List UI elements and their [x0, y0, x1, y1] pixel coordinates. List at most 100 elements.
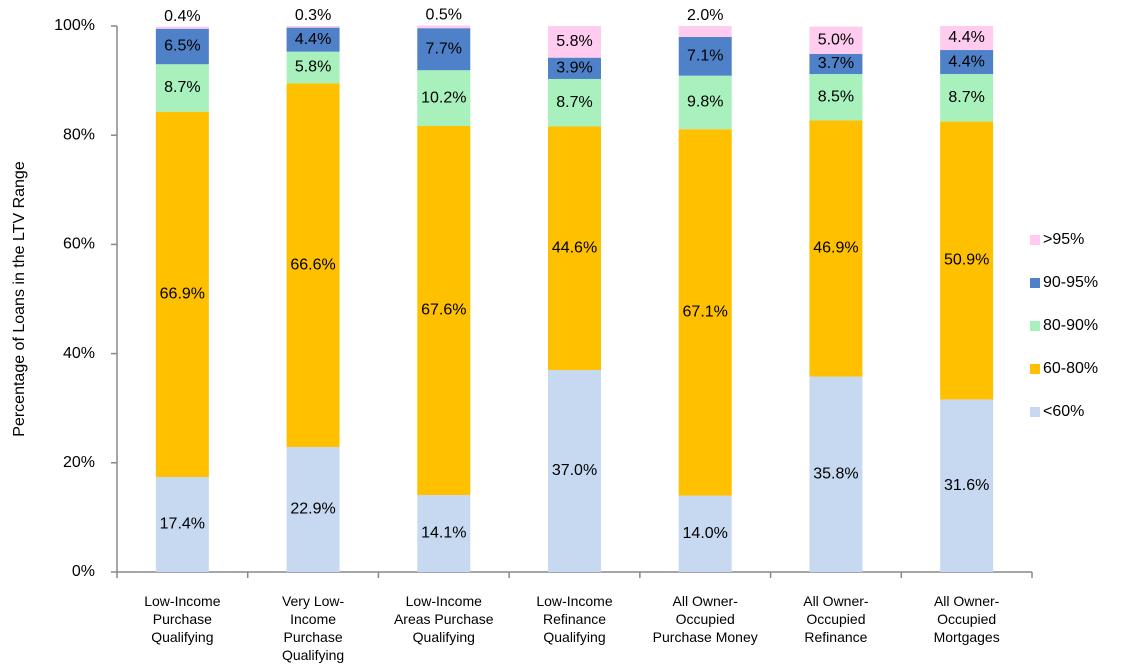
bar-segment [940, 50, 994, 75]
x-tick-line: Occupied [937, 611, 996, 627]
x-tick-line: All Owner- [673, 593, 739, 609]
data-label: 0.4% [164, 8, 200, 25]
data-label: 67.6% [421, 302, 466, 319]
x-tick-label: All Owner- Occupied Mortgages [934, 593, 1000, 645]
bar-segment [417, 70, 471, 126]
bar-segment [548, 369, 601, 572]
data-label: 8.7% [948, 89, 984, 106]
data-label: 3.9% [556, 60, 592, 77]
legend-swatch [1030, 235, 1040, 245]
bar-segment [809, 120, 863, 377]
x-tick-line: Very Low- [282, 593, 345, 609]
data-label: 4.4% [295, 31, 331, 48]
x-tick-line: Purchase [153, 611, 212, 627]
x-tick-label: Low-Income Areas Purchase Qualifying [394, 593, 494, 645]
bar-segment [155, 64, 209, 112]
data-label: 14.1% [421, 525, 466, 542]
bar-segment [155, 28, 209, 65]
data-label: 66.6% [290, 256, 335, 273]
data-label: 10.2% [421, 89, 466, 106]
x-tick-line: Qualifying [282, 647, 344, 663]
bar-segment [809, 74, 863, 121]
x-tick-label: All Owner- Occupied Purchase Money [653, 593, 758, 645]
y-tick-label: 100% [54, 17, 95, 34]
bar-segment [155, 476, 209, 572]
bar-segment [286, 26, 340, 28]
data-label: 31.6% [944, 477, 989, 494]
x-tick-label: Low-Income Purchase Qualifying [144, 593, 220, 645]
bar-segment [678, 75, 732, 130]
legend-swatch [1030, 278, 1040, 288]
x-tick-line: Low-Income [406, 593, 482, 609]
data-label: 17.4% [160, 516, 205, 533]
bar-segment [548, 26, 601, 58]
legend-label: 80-90% [1043, 317, 1098, 334]
y-axis-label: Percentage of Loans in the LTV Range [11, 161, 28, 437]
legend-label: >95% [1043, 231, 1084, 248]
bar-segment [940, 74, 994, 122]
bar-segment [417, 25, 471, 29]
data-label: 8.7% [556, 94, 592, 111]
data-label: 3.7% [818, 55, 854, 72]
data-label: 4.4% [948, 53, 984, 70]
data-label: 37.0% [552, 462, 597, 479]
data-label: 67.1% [683, 304, 728, 321]
bar-segment [417, 495, 471, 572]
data-label: 9.8% [687, 94, 723, 111]
x-tick-line: Income [290, 611, 336, 627]
bar-segment [286, 27, 340, 52]
bar-segment [286, 51, 340, 84]
x-tick-line: All Owner- [934, 593, 1000, 609]
bar-segment [155, 26, 209, 29]
x-tick-label: Very Low- Income Purchase Qualifying [282, 593, 345, 663]
bar-segment [940, 399, 994, 572]
x-tick-line: Qualifying [413, 629, 475, 645]
data-label: 7.7% [426, 40, 462, 57]
bar-segment [286, 83, 340, 447]
data-label: 7.1% [687, 48, 723, 65]
bar-segment [809, 26, 863, 54]
bar-segment [940, 26, 994, 51]
bar-segment [548, 126, 601, 370]
legend-swatch [1030, 407, 1040, 417]
data-label: 5.0% [818, 31, 854, 48]
bar-segment [155, 111, 209, 477]
x-tick-line: Occupied [806, 611, 865, 627]
bar-segment [809, 53, 863, 75]
y-tick-label: 80% [63, 126, 95, 143]
legend-label: 90-95% [1043, 274, 1098, 291]
data-label: 4.4% [948, 29, 984, 46]
data-label: 14.0% [683, 525, 728, 542]
bar-segment [548, 57, 601, 79]
x-tick-label: All Owner- Occupied Refinance [803, 593, 869, 645]
y-tick-label: 0% [72, 563, 95, 580]
x-tick-line: Refinance [543, 611, 606, 627]
data-label: 50.9% [944, 252, 989, 269]
bar-segment [678, 129, 732, 496]
data-label: 2.0% [687, 7, 723, 24]
x-tick-line: Mortgages [934, 629, 1000, 645]
x-tick-line: Purchase Money [653, 629, 758, 645]
data-label: 0.5% [426, 7, 462, 24]
data-label: 8.7% [164, 79, 200, 96]
bar-segment [940, 121, 994, 400]
data-label: 8.5% [818, 88, 854, 105]
data-label: 5.8% [295, 59, 331, 76]
y-tick-label: 20% [63, 454, 95, 471]
bar-segment [548, 78, 601, 127]
bar-segment [417, 28, 471, 71]
legend-label: 60-80% [1043, 360, 1098, 377]
data-label: 22.9% [290, 501, 335, 518]
x-tick-line: Areas Purchase [394, 611, 494, 627]
bar-segment [417, 125, 471, 496]
data-label: 44.6% [552, 239, 597, 256]
y-tick-label: 60% [63, 236, 95, 253]
bar-segment [809, 376, 863, 572]
x-tick-line: Purchase [283, 629, 342, 645]
data-label: 46.9% [813, 240, 858, 257]
x-tick-line: Occupied [676, 611, 735, 627]
x-tick-line: Qualifying [543, 629, 605, 645]
x-tick-line: Low-Income [536, 593, 612, 609]
legend-label: <60% [1043, 403, 1084, 420]
